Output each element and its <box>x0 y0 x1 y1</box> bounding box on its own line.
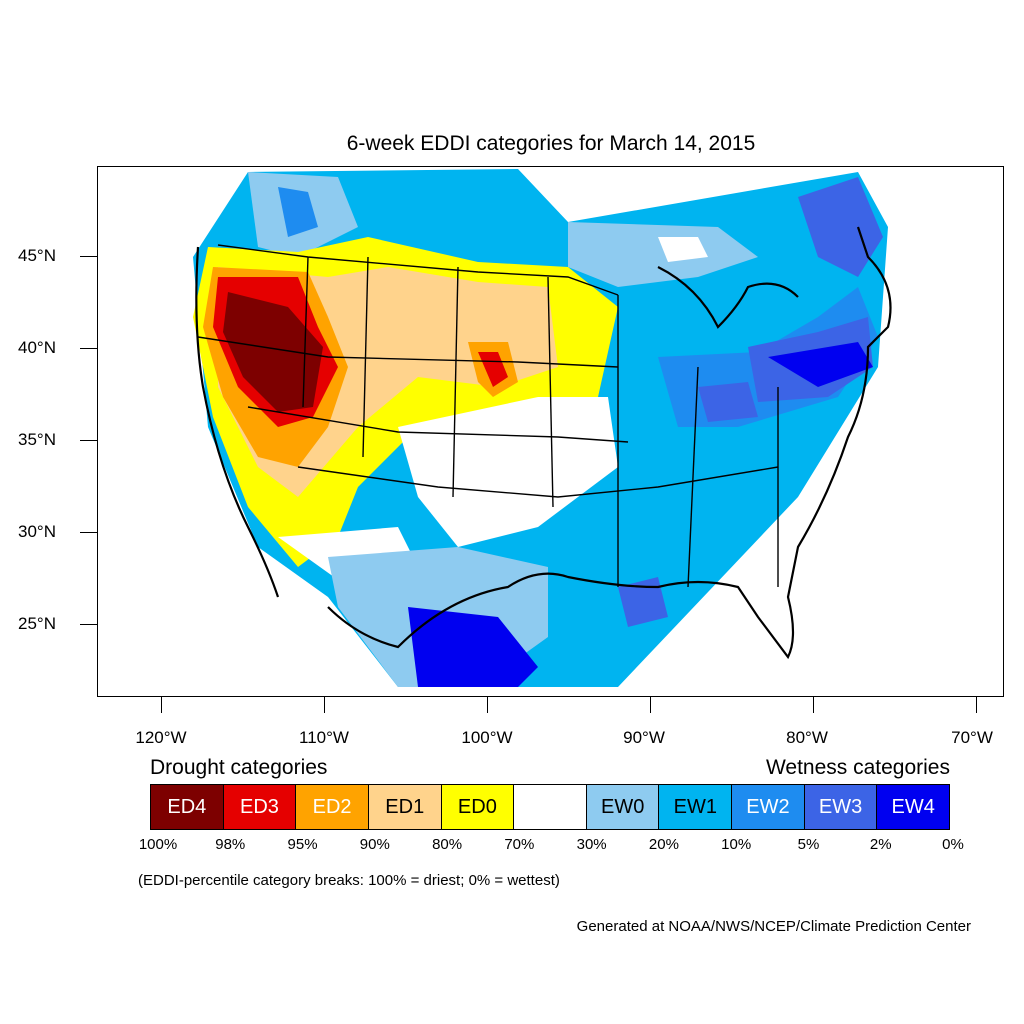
percentile-break: 90% <box>359 836 390 853</box>
legend-box-ed4: ED4 <box>151 785 224 829</box>
lon-tick <box>324 697 325 713</box>
eddi-map-graphic <box>193 169 892 687</box>
legend-box-ew3: EW3 <box>804 785 878 829</box>
state-boundaries <box>197 244 779 588</box>
lat-label-35n: 35°N <box>18 430 56 449</box>
category-legend: ED4 ED3 ED2 ED1 ED0 EW0 EW1 EW2 EW3 EW4 <box>150 784 950 830</box>
map-title: 6-week EDDI categories for March 14, 201… <box>346 132 756 155</box>
lat-label-40n: 40°N <box>18 338 56 357</box>
legend-box-ed1: ED1 <box>368 785 442 829</box>
percentile-break: 95% <box>287 836 318 853</box>
lon-tick <box>487 697 488 713</box>
lon-label-90w: 90°W <box>623 728 665 747</box>
lon-label-80w: 80°W <box>786 728 828 747</box>
credit-line: Generated at NOAA/NWS/NCEP/Climate Predi… <box>576 918 971 935</box>
lon-label-120w: 120°W <box>135 728 187 747</box>
lon-tick <box>813 697 814 713</box>
lat-tick <box>80 532 97 533</box>
legend-box-ed0: ED0 <box>441 785 515 829</box>
lon-tick <box>650 697 651 713</box>
lon-tick <box>161 697 162 713</box>
percentile-break: 20% <box>648 836 679 853</box>
drought-heading: Drought categories <box>150 756 328 779</box>
legend-box-ed3: ED3 <box>223 785 297 829</box>
eddi-map <box>97 166 1004 697</box>
lat-tick <box>80 256 97 257</box>
wetness-heading: Wetness categories <box>765 756 950 779</box>
lat-tick <box>80 624 97 625</box>
percentile-break: 0% <box>942 836 964 853</box>
lat-label-45n: 45°N <box>18 246 56 265</box>
lat-tick <box>80 348 97 349</box>
lon-label-70w: 70°W <box>951 728 993 747</box>
legend-box-neutral <box>514 785 587 829</box>
lat-tick <box>80 440 97 441</box>
percentile-break: 100% <box>138 836 178 853</box>
legend-box-ed2: ED2 <box>296 785 369 829</box>
legend-box-ew1: EW1 <box>659 785 733 829</box>
legend-box-ew2: EW2 <box>732 785 805 829</box>
lat-label-30n: 30°N <box>18 522 56 541</box>
percentile-break: 80% <box>432 836 463 853</box>
lon-label-100w: 100°W <box>461 728 513 747</box>
coastline <box>195 226 892 660</box>
percentile-break: 70% <box>504 836 535 853</box>
percentile-break: 5% <box>797 836 820 853</box>
percentile-break: 98% <box>215 836 246 853</box>
legend-box-ew4: EW4 <box>877 785 950 829</box>
percentile-break: 10% <box>721 836 752 853</box>
percentile-break: 30% <box>576 836 607 853</box>
legend-box-ew0: EW0 <box>586 785 660 829</box>
lon-tick <box>976 697 977 713</box>
percentile-break: 2% <box>869 836 892 853</box>
lon-label-110w: 110°W <box>299 728 349 747</box>
lat-label-25n: 25°N <box>18 614 56 633</box>
category-note: (EDDI-percentile category breaks: 100% =… <box>138 872 560 889</box>
